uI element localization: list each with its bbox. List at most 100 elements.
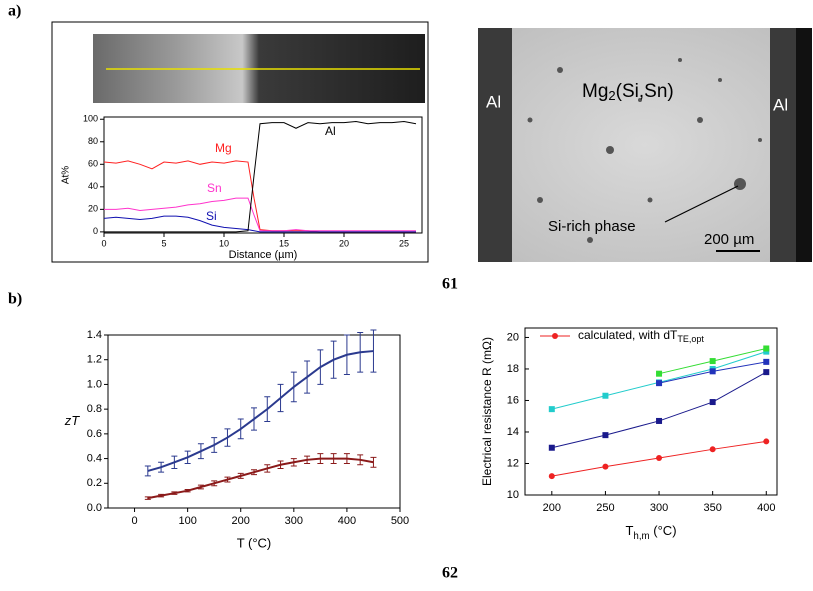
marker (602, 432, 609, 439)
y-tick-label: 80 (88, 136, 98, 146)
text-part: (°C) (650, 523, 677, 538)
marker (763, 438, 770, 445)
figure-number: 62 (442, 565, 458, 582)
error-bar (224, 476, 231, 483)
x-tick-label: 300 (650, 502, 668, 514)
phase-text: Mg (582, 81, 608, 102)
text-part: calculated, with dT (578, 328, 678, 342)
marker (548, 473, 555, 480)
y-tick-label: 20 (507, 331, 519, 343)
phase-sub: 2 (608, 88, 615, 103)
error-bar (197, 443, 204, 460)
x-tick-label: 100 (178, 515, 196, 527)
marker (602, 392, 609, 399)
error-bar (251, 469, 257, 476)
legend-label: calculated, with dTTE,opt (578, 328, 704, 344)
series-label: Mg (215, 141, 232, 155)
error-bar (317, 453, 324, 465)
x-tick-label: 5 (161, 238, 166, 248)
marker (656, 417, 663, 424)
y-tick-label: 0.2 (87, 477, 102, 489)
error-bar (144, 465, 151, 477)
y-tick-label: 0 (93, 226, 98, 236)
error-bar (343, 453, 350, 465)
y-tick-label: 16 (507, 394, 519, 406)
error-bar (184, 450, 191, 465)
marker (656, 380, 663, 387)
y-tick-label: 60 (88, 159, 98, 169)
legend-marker (552, 333, 558, 339)
panel-label: a) (8, 3, 21, 20)
al-band (796, 28, 812, 262)
series-line (104, 121, 417, 233)
error-bar (343, 334, 350, 376)
y-axis-label: Electrical resistance R (mΩ) (480, 337, 494, 486)
x-tick-label: 400 (338, 515, 356, 527)
marker (763, 358, 770, 365)
error-bar (304, 360, 311, 394)
y-tick-label: 0.4 (87, 452, 102, 464)
x-tick-label: 10 (219, 238, 229, 248)
error-bar (224, 428, 231, 447)
plot-frame (107, 334, 401, 509)
x-tick-label: 500 (391, 515, 409, 527)
x-tick-label: 200 (232, 515, 250, 527)
marker (656, 370, 663, 377)
y-tick-label: 1.4 (87, 329, 102, 341)
error-bar (357, 454, 364, 466)
al-label: Al (486, 92, 501, 111)
y-tick-label: 12 (507, 457, 519, 469)
marker (709, 368, 716, 375)
series-line (147, 350, 374, 472)
marker (656, 454, 663, 461)
x-tick-label: 0 (101, 238, 106, 248)
y-axis-label: zT (64, 413, 81, 428)
error-bar (171, 455, 178, 469)
micrograph (478, 28, 812, 262)
y-tick-label: 10 (507, 489, 519, 501)
text-part: T (625, 523, 633, 538)
x-tick-label: 25 (399, 238, 409, 248)
error-bar (290, 458, 297, 467)
marker (602, 463, 609, 470)
error-bar (290, 371, 297, 403)
error-bar (237, 472, 244, 479)
error-bar (184, 488, 191, 493)
series-line (104, 197, 416, 232)
y-tick-label: 1.0 (87, 378, 102, 390)
y-tick-label: 40 (88, 181, 98, 191)
error-bar (158, 493, 165, 498)
plot-frame (524, 327, 778, 496)
marker (709, 446, 716, 453)
phase-text: (Si,Sn) (616, 81, 674, 102)
error-bar (277, 383, 284, 413)
x-tick-label: 0 (131, 515, 137, 527)
error-bar (251, 407, 257, 431)
error-bar (237, 418, 244, 440)
al-band (478, 28, 512, 262)
particles (527, 58, 762, 243)
plot-frame (103, 116, 423, 234)
marker (548, 406, 555, 413)
series-label: Al (325, 124, 336, 138)
error-bar (357, 332, 364, 373)
series-line (103, 215, 416, 233)
panel-label: b) (8, 291, 22, 308)
y-tick-label: 100 (83, 114, 98, 124)
x-tick-label: 400 (757, 502, 775, 514)
error-bar (144, 496, 151, 500)
series-label: Sn (207, 181, 222, 195)
marker (548, 444, 555, 451)
scale-bar-label: 200 µm (704, 231, 754, 248)
y-axis-label: At% (61, 166, 72, 184)
y-tick-label: 0.6 (87, 428, 102, 440)
y-tick-label: 0.8 (87, 403, 102, 415)
error-bar (264, 464, 271, 473)
x-tick-label: 350 (703, 502, 721, 514)
error-bar (330, 453, 337, 465)
annotation: Si-rich phase (548, 218, 636, 235)
error-bar (197, 484, 204, 490)
error-bar (211, 437, 218, 453)
error-bar (171, 491, 178, 495)
